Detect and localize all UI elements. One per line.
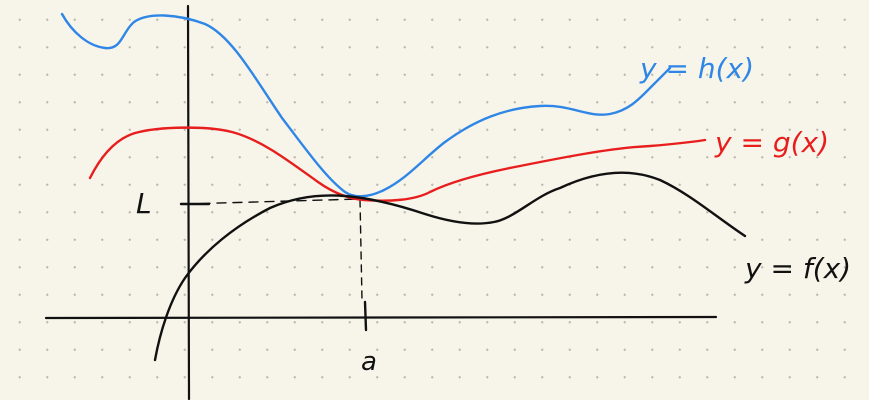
- label-f: y = f(x): [744, 252, 851, 285]
- label-l: L: [136, 187, 152, 220]
- label-a: a: [361, 347, 377, 377]
- tick-a: [363, 300, 368, 332]
- curve-f: [153, 171, 747, 362]
- guide-a: [359, 199, 363, 301]
- label-g: y = g(x): [714, 126, 829, 159]
- guide-l: [184, 198, 361, 205]
- curve-g: [88, 126, 707, 202]
- label-h: y = h(x): [639, 52, 754, 85]
- x-axis: [44, 315, 718, 320]
- curve-h: [60, 12, 672, 198]
- y-axis: [186, 4, 191, 400]
